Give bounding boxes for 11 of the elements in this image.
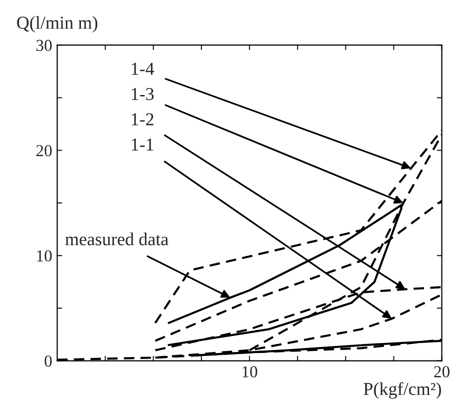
annotation: 1-4 [132,62,154,75]
annotation: 1-2 [132,113,154,126]
annotation: 1-3 [132,88,154,100]
annotation: 1-1 [132,138,154,150]
y-axis-title: Q(l/min m) [17,16,98,32]
x-axis-title: P(kgf/cm²) [364,382,442,399]
y-tick-label: 0 [44,356,52,367]
annotation: measured data [65,232,168,246]
y-tick-label: 30 [36,40,52,52]
y-tick-label: 20 [36,145,52,156]
y-tick-label: 10 [37,250,52,262]
